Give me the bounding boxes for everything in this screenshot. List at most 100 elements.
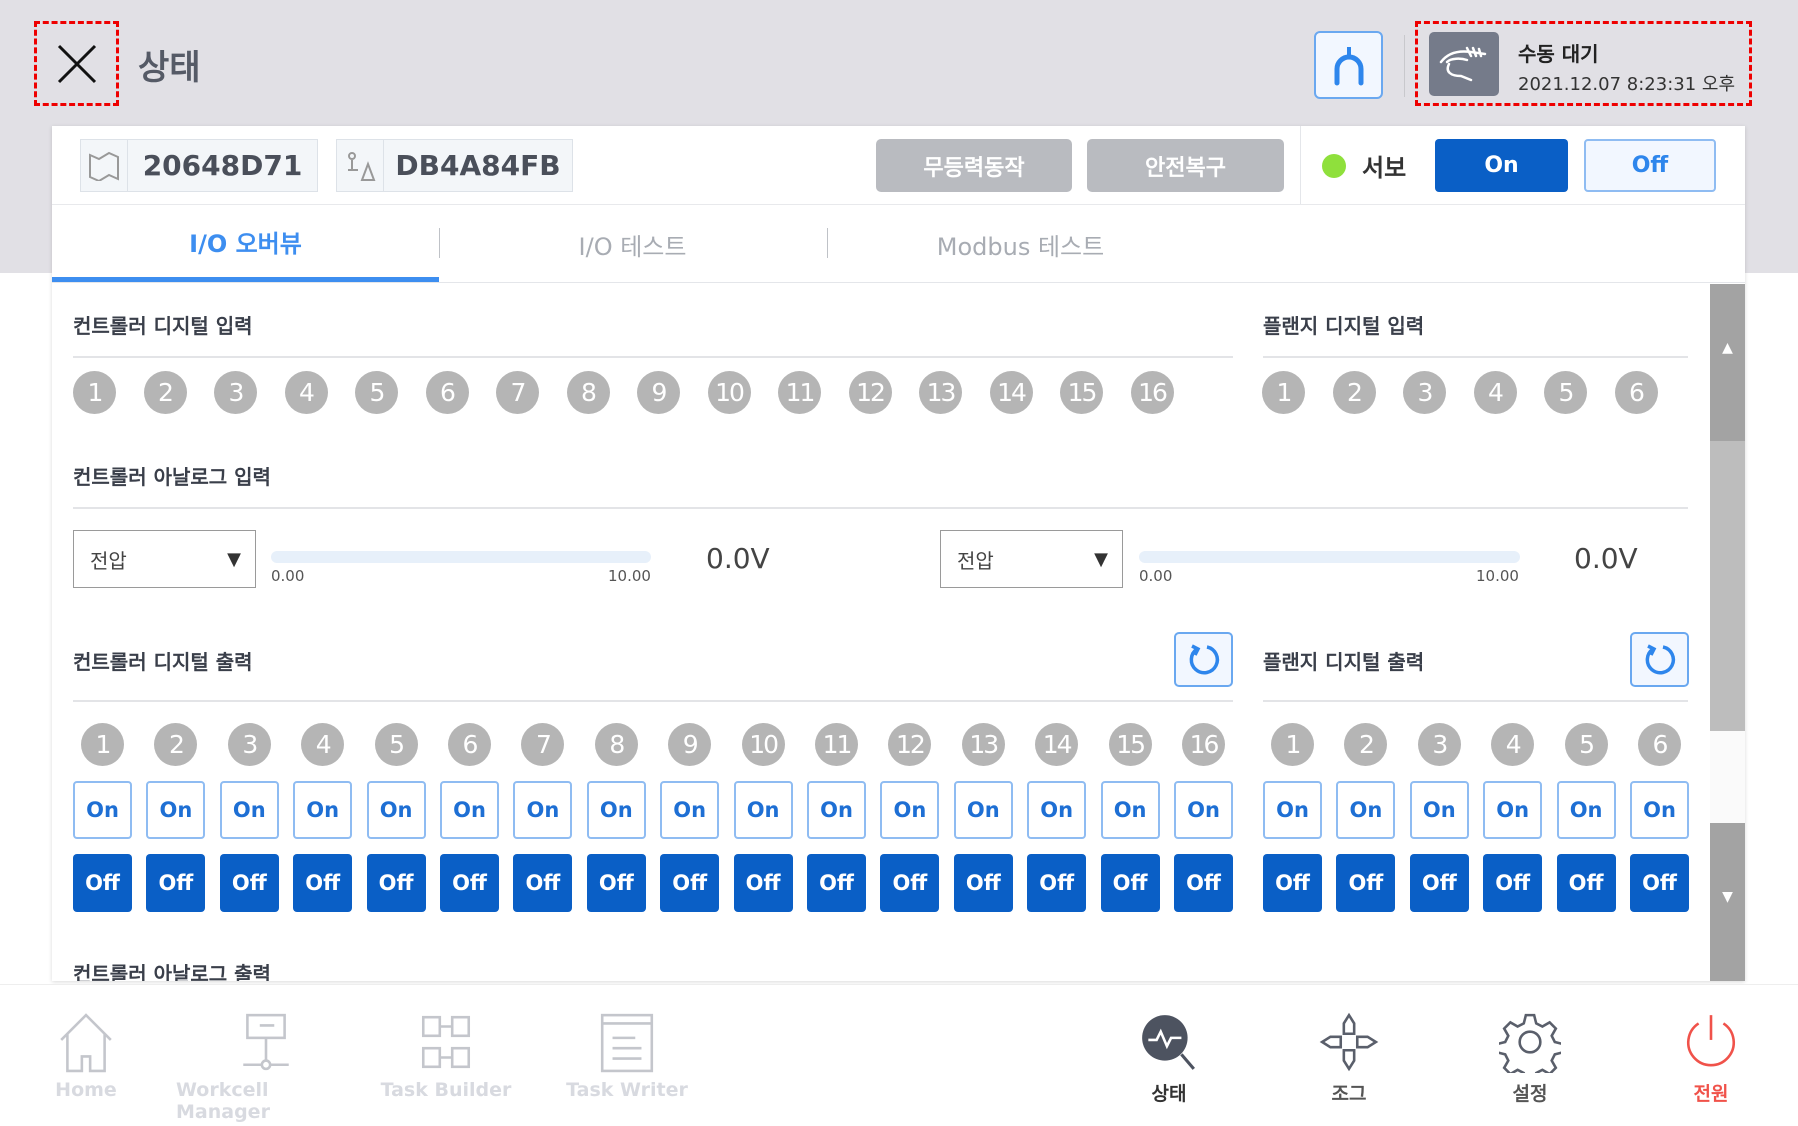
ctrl-do-off-button[interactable]: Off	[440, 854, 499, 912]
ctrl-do-indicator: 12	[888, 723, 932, 766]
robot-status-box[interactable]: 수동 대기 2021.12.07 8:23:31 오후	[1415, 21, 1752, 106]
home-icon	[60, 1013, 112, 1073]
flange-di-indicator: 6	[1614, 371, 1658, 414]
flange-do-refresh-button[interactable]	[1630, 632, 1689, 687]
nav-task-writer[interactable]: Task Writer	[537, 985, 717, 1126]
flange-do-off-button[interactable]: Off	[1556, 854, 1616, 912]
task-builder-icon	[421, 1015, 471, 1069]
safety-recover-button[interactable]: 안전복구	[1087, 139, 1284, 192]
ctrl-do-off-button[interactable]: Off	[1027, 854, 1087, 912]
ctrl-do-off-button[interactable]: Off	[953, 854, 1013, 912]
ctrl-do-on-button[interactable]: On	[1027, 781, 1087, 839]
direct-teach-button[interactable]: 무등력동작	[876, 139, 1072, 192]
ctrl-do-off-button[interactable]: Off	[513, 854, 573, 912]
flange-di-indicator: 1	[1262, 371, 1305, 414]
ctrl-do-indicator: 5	[374, 723, 418, 766]
ctrl-do-on-button[interactable]: On	[1100, 781, 1160, 839]
divider	[52, 282, 1745, 283]
tab-modbus-test[interactable]: Modbus 테스트	[936, 232, 1105, 261]
flange-do-on-button[interactable]: On	[1630, 781, 1689, 839]
ctrl-do-off-button[interactable]: Off	[733, 854, 793, 912]
tab-io-overview[interactable]: I/O 오버뷰	[52, 206, 439, 282]
section-title: 컨트롤러 디지털 입력	[73, 314, 253, 338]
nav-상태[interactable]: 상태	[1079, 985, 1259, 1126]
analog-input-2-gauge	[1139, 551, 1520, 563]
flange-di-indicator: 3	[1403, 371, 1446, 414]
ctrl-do-off-button[interactable]: Off	[73, 854, 132, 912]
flange-do-indicator: 3	[1417, 723, 1461, 766]
gripper-icon	[1334, 47, 1363, 86]
ctrl-do-on-button[interactable]: On	[73, 781, 132, 839]
ctrl-do-off-button[interactable]: Off	[1100, 854, 1160, 912]
ctrl-do-on-button[interactable]: On	[366, 781, 426, 839]
ctrl-do-on-button[interactable]: On	[513, 781, 573, 839]
ctrl-do-off-button[interactable]: Off	[807, 854, 866, 912]
scrollbar[interactable]: ▲ ▼	[1710, 284, 1745, 981]
ctrl-do-on-button[interactable]: On	[293, 781, 353, 839]
flange-di-indicator: 4	[1473, 371, 1517, 414]
flange-do-off-button[interactable]: Off	[1336, 854, 1396, 912]
ctrl-di-indicator: 13	[919, 371, 962, 414]
gauge-min-label: 0.00	[271, 567, 305, 585]
tab-divider	[827, 228, 828, 258]
nav-task-builder[interactable]: Task Builder	[356, 985, 536, 1126]
ctrl-di-indicator: 1	[73, 371, 116, 414]
refresh-icon	[1189, 643, 1219, 674]
ctrl-do-on-button[interactable]: On	[733, 781, 793, 839]
ctrl-do-on-button[interactable]: On	[880, 781, 940, 839]
nav-label: Home	[55, 1079, 117, 1101]
flange-do-off-button[interactable]: Off	[1409, 854, 1469, 912]
ctrl-di-indicator: 11	[778, 371, 821, 414]
flange-do-off-button[interactable]: Off	[1483, 854, 1543, 912]
ctrl-do-off-button[interactable]: Off	[660, 854, 720, 912]
divider	[73, 700, 1233, 702]
ctrl-do-off-button[interactable]: Off	[366, 854, 426, 912]
flange-do-indicator: 6	[1638, 723, 1681, 766]
close-button[interactable]	[34, 21, 119, 106]
flange-do-on-button[interactable]: On	[1336, 781, 1396, 839]
flange-do-on-button[interactable]: On	[1409, 781, 1469, 839]
ctrl-do-on-button[interactable]: On	[219, 781, 279, 839]
flange-do-off-button[interactable]: Off	[1263, 854, 1322, 912]
ctrl-do-off-button[interactable]: Off	[293, 854, 353, 912]
ctrl-do-off-button[interactable]: Off	[586, 854, 646, 912]
tab-io-test[interactable]: I/O 테스트	[578, 232, 687, 261]
nav-설정[interactable]: 설정	[1440, 985, 1620, 1126]
nav-조그[interactable]: 조그	[1259, 985, 1439, 1126]
scroll-up-icon[interactable]: ▲	[1710, 284, 1745, 441]
nav-home[interactable]: Home	[0, 985, 176, 1126]
flange-do-on-button[interactable]: On	[1263, 781, 1322, 839]
ctrl-do-on-button[interactable]: On	[586, 781, 646, 839]
flange-di-indicator: 2	[1332, 371, 1376, 414]
ctrl-do-on-button[interactable]: On	[807, 781, 866, 839]
flange-do-off-button[interactable]: Off	[1630, 854, 1689, 912]
serial-chip: 20648D71	[80, 139, 318, 192]
analog-input-2-mode-select[interactable]: 전압 ▼	[940, 530, 1123, 588]
ctrl-do-off-button[interactable]: Off	[146, 854, 206, 912]
flange-do-indicator: 4	[1491, 723, 1535, 766]
ctrl-do-on-button[interactable]: On	[1174, 781, 1233, 839]
ctrl-do-off-button[interactable]: Off	[880, 854, 940, 912]
flange-do-indicator: 5	[1564, 723, 1608, 766]
section-title: 컨트롤러 아날로그 입력	[73, 465, 271, 489]
ctrl-do-on-button[interactable]: On	[146, 781, 206, 839]
section-title: 플랜지 디지털 출력	[1263, 650, 1425, 674]
servo-off-button[interactable]: Off	[1584, 139, 1716, 192]
ctrl-do-on-button[interactable]: On	[660, 781, 720, 839]
servo-on-button[interactable]: On	[1435, 139, 1568, 192]
nav-workcell-manager[interactable]: Workcell Manager	[176, 985, 356, 1126]
ctrl-do-refresh-button[interactable]	[1174, 632, 1233, 687]
ctrl-do-on-button[interactable]: On	[953, 781, 1013, 839]
analog-input-1-mode-select[interactable]: 전압 ▼	[73, 530, 256, 588]
nav-전원[interactable]: 전원	[1621, 985, 1798, 1126]
section-title: 컨트롤러 디지털 출력	[73, 650, 253, 674]
flange-do-on-button[interactable]: On	[1483, 781, 1543, 839]
ctrl-do-on-button[interactable]: On	[440, 781, 499, 839]
ctrl-do-off-button[interactable]: Off	[1174, 854, 1233, 912]
jog-icon	[1319, 1012, 1379, 1072]
ctrl-do-off-button[interactable]: Off	[219, 854, 279, 912]
flange-do-on-button[interactable]: On	[1556, 781, 1616, 839]
scroll-down-icon[interactable]: ▼	[1710, 823, 1745, 981]
section-title: 컨트롤러 아날로그 출력	[73, 962, 271, 981]
robot-home-button[interactable]	[1314, 31, 1383, 99]
